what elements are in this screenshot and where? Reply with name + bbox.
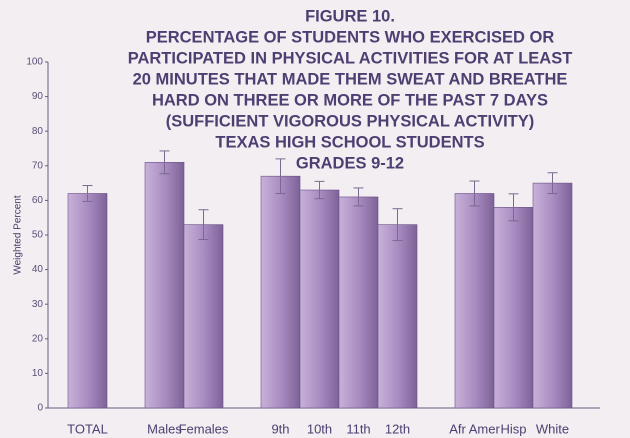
bar	[183, 224, 224, 409]
chart-title: FIGURE 10.	[305, 7, 395, 25]
x-tick-label: TOTAL	[67, 421, 108, 436]
bar	[532, 182, 573, 409]
error-bar	[159, 150, 170, 175]
error-bar	[547, 172, 558, 194]
error-bar	[275, 158, 286, 194]
bar	[454, 193, 495, 409]
x-tick-label: Males	[147, 421, 182, 436]
x-tick-label: Afr Amer	[449, 421, 500, 436]
chart-title: TEXAS HIGH SCHOOL STUDENTS	[215, 133, 484, 151]
x-tick-label: White	[536, 421, 569, 436]
x-tick-label: Hisp	[500, 421, 526, 436]
y-tick-label: 50	[32, 230, 44, 241]
y-tick-label: 10	[32, 368, 44, 379]
y-tick-label: 80	[32, 126, 44, 137]
error-bar	[314, 180, 325, 200]
bar	[338, 196, 379, 409]
chart-title: (SUFFICIENT VIGOROUS PHYSICAL ACTIVITY)	[166, 112, 535, 130]
error-bar	[198, 209, 209, 240]
bar	[67, 193, 108, 409]
chart-title: HARD ON THREE OR MORE OF THE PAST 7 DAYS	[152, 91, 548, 109]
x-tick-label: 10th	[307, 421, 332, 436]
x-tick-label: Females	[179, 421, 229, 436]
y-tick-label: 70	[32, 160, 44, 171]
y-tick-label: 90	[32, 91, 44, 102]
y-axis-label: Weighted Percent	[13, 195, 24, 275]
y-tick-label: 100	[26, 57, 43, 68]
bar	[144, 162, 185, 409]
bar	[299, 189, 340, 409]
bar	[260, 175, 301, 409]
bar	[377, 224, 418, 409]
x-tick-label: 11th	[346, 421, 370, 436]
chart-title: PARTICIPATED IN PHYSICAL ACTIVITIES FOR …	[128, 49, 573, 67]
error-bar	[508, 193, 519, 222]
error-bar	[469, 180, 480, 207]
error-bar	[353, 187, 364, 207]
y-tick-label: 40	[32, 264, 44, 275]
error-bar	[392, 208, 403, 242]
chart-title: PERCENTAGE OF STUDENTS WHO EXERCISED OR	[146, 28, 555, 46]
y-tick-label: 60	[32, 195, 44, 206]
y-tick-label: 20	[32, 333, 44, 344]
x-tick-label: 12th	[385, 421, 410, 436]
bar	[493, 207, 534, 409]
x-tick-label: 9th	[271, 421, 289, 436]
y-tick-label: 0	[37, 403, 43, 414]
chart-title: GRADES 9-12	[296, 154, 404, 172]
y-tick-label: 30	[32, 299, 44, 310]
error-bar	[82, 185, 93, 202]
chart-title: 20 MINUTES THAT MADE THEM SWEAT AND BREA…	[133, 70, 568, 88]
